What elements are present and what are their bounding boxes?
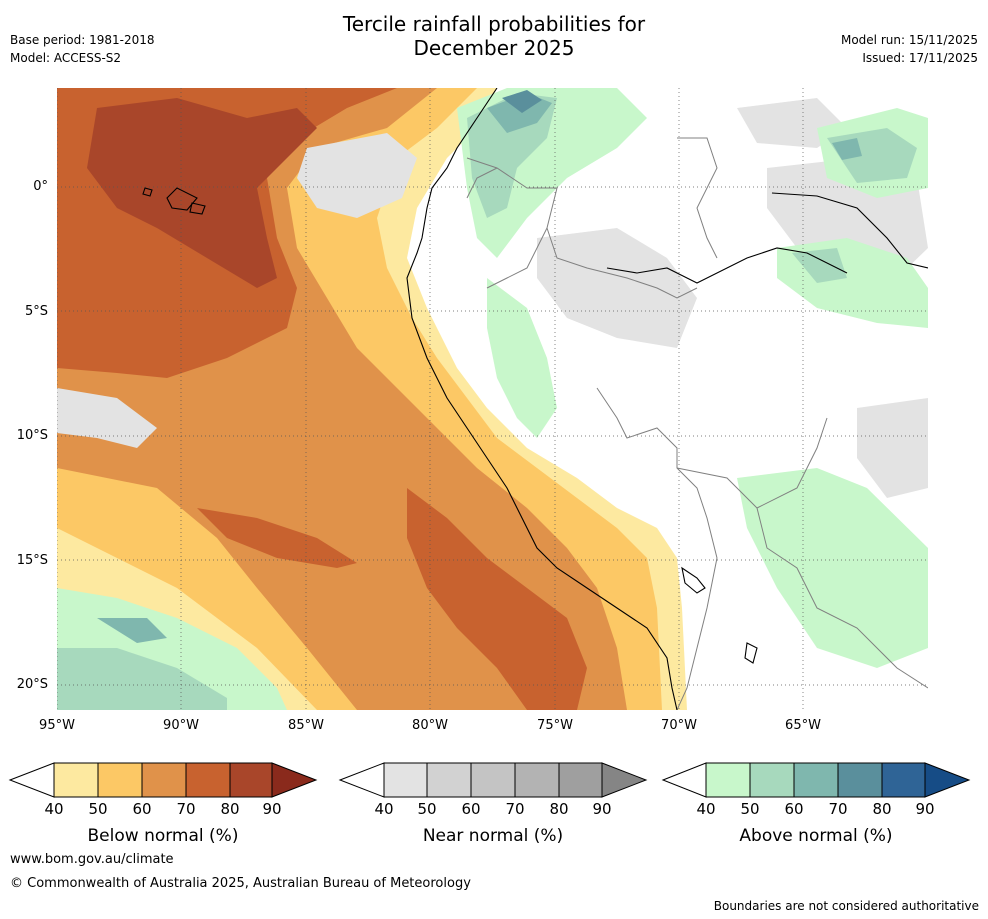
base-period: Base period: 1981-2018 <box>10 33 155 47</box>
lon-label: 90°W <box>163 718 199 733</box>
disclaimer: Boundaries are not considered authoritat… <box>713 899 979 913</box>
above-tick: 80 <box>872 800 892 818</box>
above-high-arrow <box>924 762 971 798</box>
below-swatch-60 <box>141 762 187 798</box>
near-swatch-60 <box>470 762 516 798</box>
below-swatch-40 <box>53 762 99 798</box>
near-swatch-80 <box>558 762 603 798</box>
website-link[interactable]: www.bom.gov.au/climate <box>10 852 174 867</box>
lon-label: 75°W <box>537 718 573 733</box>
below-tick: 40 <box>44 800 64 818</box>
above-normal-colorbar <box>661 762 971 798</box>
map-canvas <box>57 88 928 710</box>
map-title: Tercile rainfall probabilities for Decem… <box>0 12 988 60</box>
lat-label: 5°S <box>24 304 48 319</box>
below-tick: 50 <box>88 800 108 818</box>
above-70-north <box>502 90 542 113</box>
title-line-1: Tercile rainfall probabilities for <box>342 12 646 36</box>
near-normal-patch-5 <box>857 398 928 498</box>
above-50-southwest <box>57 648 227 710</box>
lon-label: 65°W <box>785 718 821 733</box>
country-boundaries <box>466 137 928 710</box>
lon-label: 85°W <box>288 718 324 733</box>
above-60-northeast <box>832 138 862 160</box>
below-low-arrow <box>8 762 55 798</box>
below-swatch-50 <box>97 762 143 798</box>
near-tick: 50 <box>417 800 437 818</box>
lat-label: 10°S <box>16 428 48 443</box>
below-70-west <box>197 508 357 568</box>
below-tick: 90 <box>262 800 282 818</box>
title-line-2: December 2025 <box>413 36 575 60</box>
below-80-region <box>87 98 317 288</box>
coastlines <box>142 88 928 710</box>
near-low-arrow <box>338 762 385 798</box>
near-swatch-40 <box>383 762 428 798</box>
above-tick: 70 <box>828 800 848 818</box>
lat-label: 20°S <box>16 677 48 692</box>
lon-label: 80°W <box>412 718 448 733</box>
lat-label: 15°S <box>16 553 48 568</box>
above-low-arrow <box>661 762 707 798</box>
probability-map <box>57 88 928 710</box>
meta-left: Base period: 1981-2018 Model: ACCESS-S2 <box>10 31 155 67</box>
near-normal-patch-2 <box>537 228 697 348</box>
issued-date: Issued: 17/11/2025 <box>862 51 978 65</box>
model-name: Model: ACCESS-S2 <box>10 51 122 65</box>
near-normal-label: Near normal (%) <box>422 826 564 846</box>
near-tick: 80 <box>549 800 569 818</box>
above-60-southwest <box>97 618 167 643</box>
below-high-arrow <box>271 762 318 798</box>
below-tick: 60 <box>132 800 152 818</box>
meta-right: Model run: 15/11/2025 Issued: 17/11/2025 <box>841 31 978 67</box>
near-high-arrow <box>601 762 648 798</box>
above-tick: 90 <box>915 800 935 818</box>
colorbars <box>8 762 971 798</box>
lon-label: 70°W <box>661 718 697 733</box>
near-tick: 90 <box>592 800 612 818</box>
above-swatch-80 <box>881 762 926 798</box>
near-tick: 40 <box>374 800 394 818</box>
above-50-east-central <box>792 248 847 283</box>
above-swatch-70 <box>837 762 883 798</box>
model-run: Model run: 15/11/2025 <box>840 33 978 47</box>
below-normal-label: Below normal (%) <box>87 826 239 846</box>
near-normal-colorbar <box>338 762 648 798</box>
above-tick: 40 <box>696 800 716 818</box>
lon-label: 95°W <box>39 718 75 733</box>
below-normal-colorbar <box>8 762 318 798</box>
above-40-southeast <box>737 468 928 668</box>
near-tick: 70 <box>505 800 525 818</box>
below-70-coast <box>407 488 587 710</box>
below-tick: 80 <box>220 800 240 818</box>
copyright-notice: © Commonwealth of Australia 2025, Austra… <box>10 876 471 891</box>
below-swatch-70 <box>185 762 231 798</box>
above-tick: 60 <box>784 800 804 818</box>
above-normal-label: Above normal (%) <box>739 826 893 846</box>
below-tick: 70 <box>176 800 196 818</box>
above-tick: 50 <box>740 800 760 818</box>
near-tick: 60 <box>461 800 481 818</box>
above-40-amazon <box>487 278 557 438</box>
near-normal-patch-4 <box>57 388 157 448</box>
near-normal-patch-1 <box>297 133 417 218</box>
lat-label: 0° <box>33 179 48 194</box>
above-swatch-40 <box>705 762 751 798</box>
above-swatch-50 <box>749 762 795 798</box>
near-swatch-70 <box>514 762 560 798</box>
above-swatch-60 <box>793 762 839 798</box>
below-swatch-80 <box>229 762 273 798</box>
near-swatch-50 <box>426 762 472 798</box>
